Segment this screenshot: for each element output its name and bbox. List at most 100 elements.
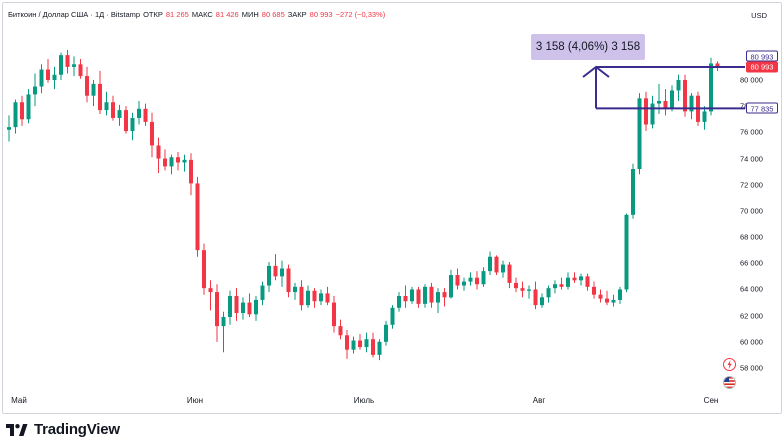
candle-body: [514, 282, 518, 289]
candle-body: [182, 159, 187, 163]
price-tick-label: 62 000: [740, 311, 763, 321]
candle-body: [351, 340, 356, 350]
measure-label: 3 158 (4,06%) 3 158: [531, 34, 645, 60]
candle-body: [494, 256, 499, 273]
candle-body: [85, 76, 89, 96]
candle-body: [130, 117, 135, 132]
candle-body: [449, 275, 453, 298]
x-label-jul: Июль: [353, 396, 375, 405]
candle-body: [371, 339, 375, 355]
measure-arrow: [582, 65, 610, 78]
candle-body: [592, 286, 596, 295]
low-label: МИН: [241, 10, 259, 19]
candle-body: [143, 108, 148, 122]
candle-body: [286, 268, 291, 293]
candle-body: [169, 157, 174, 167]
close-label: ЗАКР: [287, 10, 307, 19]
candle-body: [65, 55, 70, 67]
candle-body: [637, 98, 642, 170]
symbol-title[interactable]: Биткоин / Доллар США · 1Д · Bitstamp: [8, 10, 141, 19]
candle-body: [657, 100, 661, 104]
candle-body: [702, 111, 707, 122]
measure-upper-tag: 80 993: [746, 50, 778, 62]
candle-body: [605, 298, 609, 303]
candle-body: [611, 299, 616, 303]
candle-body: [293, 286, 297, 293]
high-label: МАКС: [191, 10, 213, 19]
candle-body: [72, 64, 76, 67]
candle-body: [585, 276, 590, 287]
candle-body: [325, 293, 330, 303]
candle-body: [553, 284, 557, 289]
candle-body: [488, 256, 492, 272]
candle-body: [202, 250, 206, 289]
candle-body: [91, 83, 96, 96]
flash-icon[interactable]: [723, 358, 736, 371]
candle-body: [410, 289, 414, 302]
candle-body: [104, 102, 109, 111]
candle-body: [462, 281, 466, 286]
candle-body: [306, 290, 310, 306]
price-tick-label: 58 000: [740, 363, 763, 373]
candle-body: [33, 86, 37, 95]
chart-header: Биткоин / Доллар США · 1Д · Bitstamp ОТК…: [8, 10, 385, 19]
brand-name: TradingView: [34, 421, 120, 438]
candle-body: [527, 289, 531, 291]
candle-body: [390, 307, 395, 325]
candle-body: [429, 286, 434, 303]
candle-body: [52, 74, 57, 80]
candle-body: [403, 296, 408, 302]
candle-body: [689, 95, 694, 112]
candle-body: [566, 277, 570, 287]
candle-body: [228, 296, 232, 317]
candle-body: [384, 324, 388, 342]
price-tick-label: 70 000: [740, 206, 763, 216]
candle-body: [39, 69, 44, 87]
candle-body: [98, 83, 102, 111]
candle-body: [377, 341, 382, 355]
current-price-tag: 80 993: [746, 61, 778, 73]
measure-lower-tag: 77 835: [746, 102, 778, 114]
candle-body: [234, 296, 239, 314]
candle-body: [501, 264, 505, 273]
candle-body: [176, 157, 180, 163]
candle-body: [247, 302, 252, 315]
price-tick-label: 66 000: [740, 258, 763, 268]
candle-body: [520, 288, 525, 291]
candle-body: [7, 127, 11, 130]
price-tick-label: 68 000: [740, 232, 763, 242]
candle-body: [709, 63, 713, 112]
open-value: 81 265: [165, 10, 189, 19]
currency-label[interactable]: USD: [751, 11, 767, 20]
candle-body: [598, 294, 603, 299]
us-flag-icon[interactable]: [723, 376, 736, 389]
low-value: 80 685: [261, 10, 285, 19]
candle-body: [533, 289, 538, 306]
candle-body: [338, 326, 343, 336]
candle-body: [572, 277, 577, 281]
candle-body: [507, 264, 512, 283]
candle-body: [150, 121, 154, 146]
candle-body: [260, 285, 265, 300]
candle-body: [559, 284, 564, 287]
candle-body: [644, 98, 648, 125]
chart-frame: [2, 2, 782, 414]
candle-body: [442, 292, 447, 298]
candle-body: [624, 214, 629, 290]
candle-body: [397, 296, 401, 308]
candle-body: [364, 339, 369, 348]
candle-body: [117, 110, 122, 118]
candle-body: [650, 103, 655, 125]
candle-body: [124, 110, 128, 132]
price-tick-label: 64 000: [740, 284, 763, 294]
candle-body: [631, 169, 635, 215]
candle-body: [299, 286, 304, 306]
x-label-aug: Авг: [532, 396, 546, 405]
candle-body: [280, 268, 284, 277]
candle-body: [468, 277, 473, 282]
change-value: −272 (−0,33%): [335, 10, 386, 19]
candle-body: [273, 265, 278, 277]
candle-body: [137, 108, 141, 118]
candle-body: [111, 102, 115, 118]
